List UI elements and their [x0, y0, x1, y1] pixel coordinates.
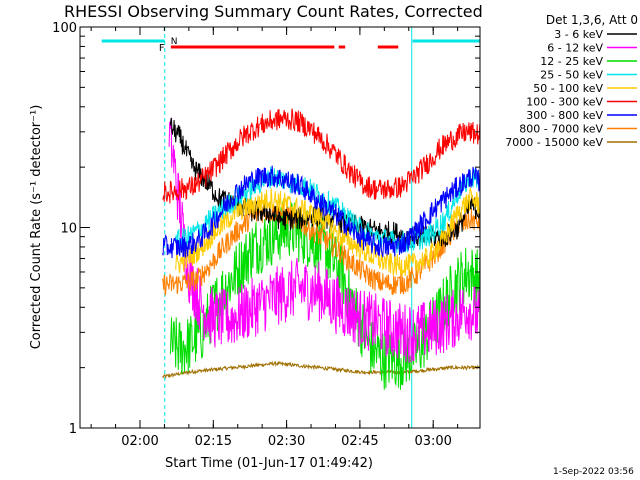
plot-area: FN	[101, 27, 481, 428]
series-line	[168, 117, 481, 363]
legend-label: 6 - 12 keV	[547, 42, 603, 55]
legend-label: 3 - 6 keV	[554, 28, 603, 41]
axes: 1 10 100 02:00 02:15 02:30 02:45 03:00	[52, 21, 481, 449]
x-tick-label: 02:45	[341, 434, 378, 449]
legend-label: 7000 - 15000 keV	[505, 136, 603, 149]
series-line	[175, 187, 481, 277]
legend-label: 100 - 300 keV	[526, 96, 603, 109]
legend-header: Det 1,3,6, Att 0	[546, 13, 638, 27]
y-axis-label: Corrected Count Rate (s⁻¹ detector⁻¹)	[29, 105, 44, 350]
x-axis-label: Start Time (01-Jun-17 01:49:42)	[165, 456, 373, 471]
legend-label: 300 - 800 keV	[526, 109, 603, 122]
footer-timestamp: 1-Sep-2022 03:56	[553, 467, 634, 477]
x-tick-label: 02:30	[268, 434, 305, 449]
flare-flag-label: F	[159, 43, 165, 54]
y-tick-label: 100	[52, 21, 77, 36]
legend-label: 25 - 50 keV	[540, 69, 603, 82]
series-line	[175, 166, 481, 253]
x-tick-label: 03:00	[414, 434, 451, 449]
chart-title: RHESSI Observing Summary Count Rates, Co…	[64, 2, 483, 21]
legend-label: 50 - 100 keV	[533, 82, 603, 95]
y-tick-label: 1	[69, 422, 77, 437]
x-tick-label: 02:15	[195, 434, 232, 449]
legend-label: 800 - 7000 keV	[519, 123, 603, 136]
series-line	[162, 360, 481, 380]
series-line	[162, 165, 481, 259]
night-flag-label: N	[171, 37, 178, 47]
legend-label: 12 - 25 keV	[540, 55, 603, 68]
y-tick-label: 10	[60, 222, 77, 237]
x-tick-label: 02:00	[121, 434, 158, 449]
series-line	[162, 108, 481, 204]
